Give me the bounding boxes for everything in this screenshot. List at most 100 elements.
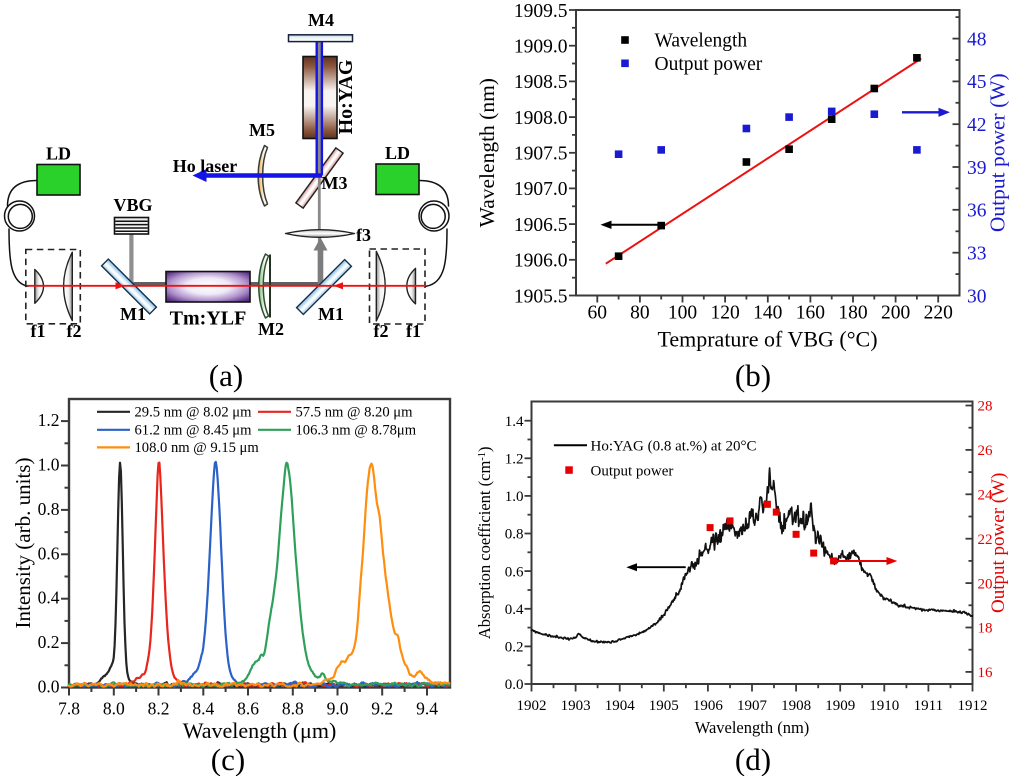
- svg-text:Absorption coefficient (cm-1): Absorption coefficient (cm-1): [475, 446, 494, 639]
- svg-text:29.5 nm @ 8.02 μm: 29.5 nm @ 8.02 μm: [135, 404, 253, 420]
- svg-text:200: 200: [881, 303, 910, 324]
- svg-text:36: 36: [967, 201, 987, 222]
- svg-text:1.0: 1.0: [38, 455, 60, 475]
- svg-text:Output power (W): Output power (W): [988, 473, 1009, 613]
- svg-text:80: 80: [630, 303, 650, 324]
- svg-text:M2: M2: [258, 319, 284, 339]
- svg-text:0.4: 0.4: [505, 602, 524, 618]
- svg-text:Wavelength: Wavelength: [655, 31, 748, 52]
- svg-text:LD: LD: [385, 143, 410, 163]
- svg-text:Tm:YLF: Tm:YLF: [170, 308, 247, 330]
- svg-text:f1: f1: [31, 321, 46, 341]
- svg-text:Output power: Output power: [655, 54, 763, 75]
- svg-text:42: 42: [967, 115, 987, 136]
- svg-text:1906: 1906: [693, 698, 724, 714]
- svg-text:61.2 nm @ 8.45 μm: 61.2 nm @ 8.45 μm: [135, 422, 253, 438]
- svg-text:1908.5: 1908.5: [514, 72, 568, 93]
- svg-text:160: 160: [796, 303, 825, 324]
- svg-text:60: 60: [588, 303, 608, 324]
- svg-text:(c): (c): [211, 742, 245, 776]
- svg-text:8.6: 8.6: [237, 699, 259, 719]
- svg-text:1907.5: 1907.5: [514, 144, 568, 165]
- svg-text:18: 18: [978, 621, 993, 637]
- svg-text:M3: M3: [322, 173, 348, 193]
- svg-text:30: 30: [967, 286, 987, 307]
- svg-text:f2: f2: [374, 321, 389, 341]
- svg-text:M5: M5: [249, 120, 275, 140]
- svg-text:1906.5: 1906.5: [514, 215, 568, 236]
- svg-text:Wavelength (nm): Wavelength (nm): [695, 718, 810, 737]
- svg-text:LD: LD: [46, 144, 71, 164]
- svg-text:M1: M1: [318, 304, 344, 324]
- svg-text:(d): (d): [735, 742, 771, 776]
- svg-text:1905: 1905: [649, 698, 679, 714]
- svg-text:22: 22: [978, 532, 993, 548]
- svg-text:8.0: 8.0: [103, 699, 125, 719]
- svg-text:1911: 1911: [914, 698, 943, 714]
- svg-text:220: 220: [924, 303, 953, 324]
- svg-text:7.8: 7.8: [58, 699, 80, 719]
- svg-text:0.6: 0.6: [38, 543, 60, 563]
- svg-text:1910: 1910: [869, 698, 899, 714]
- svg-text:8.8: 8.8: [282, 699, 304, 719]
- svg-text:8.2: 8.2: [148, 699, 170, 719]
- svg-text:1905.5: 1905.5: [514, 286, 568, 307]
- svg-text:1.0: 1.0: [505, 489, 524, 505]
- svg-text:20: 20: [978, 576, 993, 592]
- svg-text:1906.0: 1906.0: [514, 251, 568, 272]
- svg-text:140: 140: [753, 303, 782, 324]
- svg-text:M1: M1: [120, 304, 146, 324]
- svg-text:Temprature of VBG (°C): Temprature of VBG (°C): [657, 327, 877, 352]
- svg-text:8.4: 8.4: [192, 699, 214, 719]
- svg-text:Wavelength (nm): Wavelength (nm): [475, 78, 499, 227]
- svg-text:1907.0: 1907.0: [514, 179, 568, 200]
- svg-text:1.2: 1.2: [38, 410, 60, 430]
- svg-text:Wavelength (μm): Wavelength (μm): [183, 718, 337, 743]
- svg-text:f3: f3: [356, 225, 371, 245]
- svg-text:0.8: 0.8: [38, 499, 60, 519]
- svg-text:9.2: 9.2: [371, 699, 393, 719]
- svg-text:28: 28: [978, 399, 993, 415]
- svg-text:VBG: VBG: [113, 195, 152, 215]
- svg-text:0.0: 0.0: [505, 677, 524, 693]
- svg-text:f1: f1: [406, 321, 421, 341]
- svg-text:0.0: 0.0: [38, 677, 60, 697]
- svg-text:26: 26: [978, 443, 994, 459]
- svg-text:Output power: Output power: [591, 464, 674, 480]
- svg-text:M4: M4: [308, 10, 334, 30]
- svg-text:24: 24: [978, 488, 994, 504]
- svg-text:108.0 nm @ 9.15 μm: 108.0 nm @ 9.15 μm: [135, 440, 260, 456]
- svg-text:0.8: 0.8: [505, 527, 524, 543]
- svg-text:1909: 1909: [825, 698, 855, 714]
- svg-text:106.3 nm @ 8.78μm: 106.3 nm @ 8.78μm: [296, 422, 417, 438]
- svg-text:Ho laser: Ho laser: [173, 156, 238, 176]
- svg-text:1.2: 1.2: [505, 452, 524, 468]
- svg-text:9.4: 9.4: [416, 699, 438, 719]
- svg-text:0.2: 0.2: [38, 632, 60, 652]
- svg-text:1908: 1908: [781, 698, 811, 714]
- svg-text:1.4: 1.4: [505, 414, 524, 430]
- svg-text:Ho:YAG (0.8 at.%) at 20°C: Ho:YAG (0.8 at.%) at 20°C: [591, 439, 757, 455]
- svg-text:45: 45: [967, 72, 987, 93]
- svg-text:1909.0: 1909.0: [514, 37, 568, 58]
- svg-text:Intensity (arb. units): Intensity (arb. units): [11, 458, 35, 629]
- svg-text:0.6: 0.6: [505, 564, 524, 580]
- svg-text:0.2: 0.2: [505, 640, 524, 656]
- svg-text:Output power (W): Output power (W): [986, 73, 1010, 232]
- svg-text:1908.0: 1908.0: [514, 108, 568, 129]
- svg-text:48: 48: [967, 29, 987, 50]
- svg-text:16: 16: [978, 665, 994, 681]
- svg-text:(a): (a): [209, 358, 243, 393]
- svg-text:1902: 1902: [517, 698, 547, 714]
- svg-text:180: 180: [838, 303, 867, 324]
- svg-text:57.5 nm @ 8.20 μm: 57.5 nm @ 8.20 μm: [296, 404, 414, 420]
- svg-text:f2: f2: [67, 321, 82, 341]
- svg-text:9.0: 9.0: [327, 699, 349, 719]
- svg-text:Ho:YAG: Ho:YAG: [335, 59, 357, 134]
- svg-text:0.4: 0.4: [38, 588, 60, 608]
- svg-text:1912: 1912: [958, 698, 988, 714]
- svg-text:(b): (b): [735, 358, 771, 393]
- svg-text:33: 33: [967, 244, 987, 265]
- svg-text:1909.5: 1909.5: [514, 1, 568, 22]
- svg-text:100: 100: [668, 303, 697, 324]
